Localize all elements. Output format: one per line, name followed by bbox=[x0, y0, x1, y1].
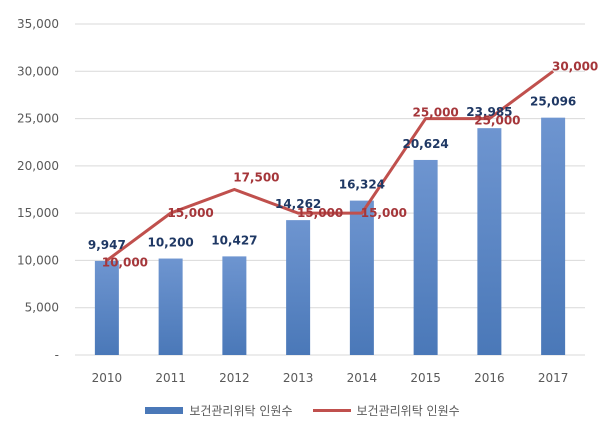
bar-data-label: 14,262 bbox=[275, 197, 321, 211]
y-tick-label: 25,000 bbox=[17, 112, 59, 126]
bar bbox=[349, 200, 374, 355]
line-data-label: 15,000 bbox=[167, 206, 213, 220]
y-tick-label: 15,000 bbox=[17, 206, 59, 220]
y-tick-label: 5,000 bbox=[25, 301, 59, 315]
legend-item-bar: 보건관리위탁 인원수 bbox=[145, 402, 293, 419]
x-tick-label: 2016 bbox=[474, 371, 505, 385]
x-tick-label: 2013 bbox=[283, 371, 314, 385]
bar-data-label: 10,200 bbox=[147, 236, 193, 250]
bar-data-label: 10,427 bbox=[211, 233, 257, 247]
x-tick-label: 2015 bbox=[410, 371, 441, 385]
x-tick-label: 2014 bbox=[347, 371, 378, 385]
bar-data-label: 25,096 bbox=[530, 95, 576, 109]
bar bbox=[158, 258, 183, 355]
legend-line-label: 보건관리위탁 인원수 bbox=[356, 403, 460, 418]
legend-bar-swatch bbox=[145, 406, 184, 414]
line-data-label: 17,500 bbox=[233, 171, 279, 185]
legend-item-line: 보건관리위탁 인원수 bbox=[312, 402, 460, 419]
line-series bbox=[105, 70, 555, 262]
y-tick-label: 10,000 bbox=[17, 253, 59, 267]
bar-data-label: 9,947 bbox=[88, 238, 126, 252]
line-data-label: 10,000 bbox=[102, 255, 148, 269]
line-data-label: 25,000 bbox=[412, 106, 458, 120]
bar-line-chart: - 5,000 10,000 15,000 20,000 25,000 30,000 35,0… bbox=[17, 17, 598, 385]
bar-data-label: 16,324 bbox=[339, 178, 385, 192]
y-tick-label: 20,000 bbox=[17, 159, 59, 173]
bar-data-label: 20,624 bbox=[402, 137, 448, 151]
chart-legend: 보건관리위탁 인원수 보건관리위탁 인원수 bbox=[0, 400, 605, 420]
line-data-label: 30,000 bbox=[552, 59, 598, 73]
line-data-label: 25,000 bbox=[474, 114, 520, 128]
bar bbox=[413, 159, 438, 355]
bar bbox=[541, 117, 566, 355]
x-tick-label: 2017 bbox=[538, 371, 569, 385]
legend-line-swatch bbox=[312, 408, 351, 412]
bar bbox=[477, 128, 502, 355]
bar bbox=[286, 220, 311, 355]
y-tick-label: - bbox=[55, 348, 59, 362]
bar-data-label: 23,985 bbox=[466, 105, 512, 119]
line-data-label: 15,000 bbox=[297, 206, 343, 220]
bar bbox=[94, 260, 119, 355]
line-data-label: 15,000 bbox=[361, 206, 407, 220]
y-tick-label: 30,000 bbox=[17, 64, 59, 78]
x-tick-label: 2010 bbox=[92, 371, 123, 385]
y-tick-label: 35,000 bbox=[17, 17, 59, 31]
x-tick-label: 2011 bbox=[155, 371, 186, 385]
legend-bar-label: 보건관리위탁 인원수 bbox=[189, 403, 293, 418]
x-tick-label: 2012 bbox=[219, 371, 250, 385]
bar bbox=[222, 256, 247, 355]
